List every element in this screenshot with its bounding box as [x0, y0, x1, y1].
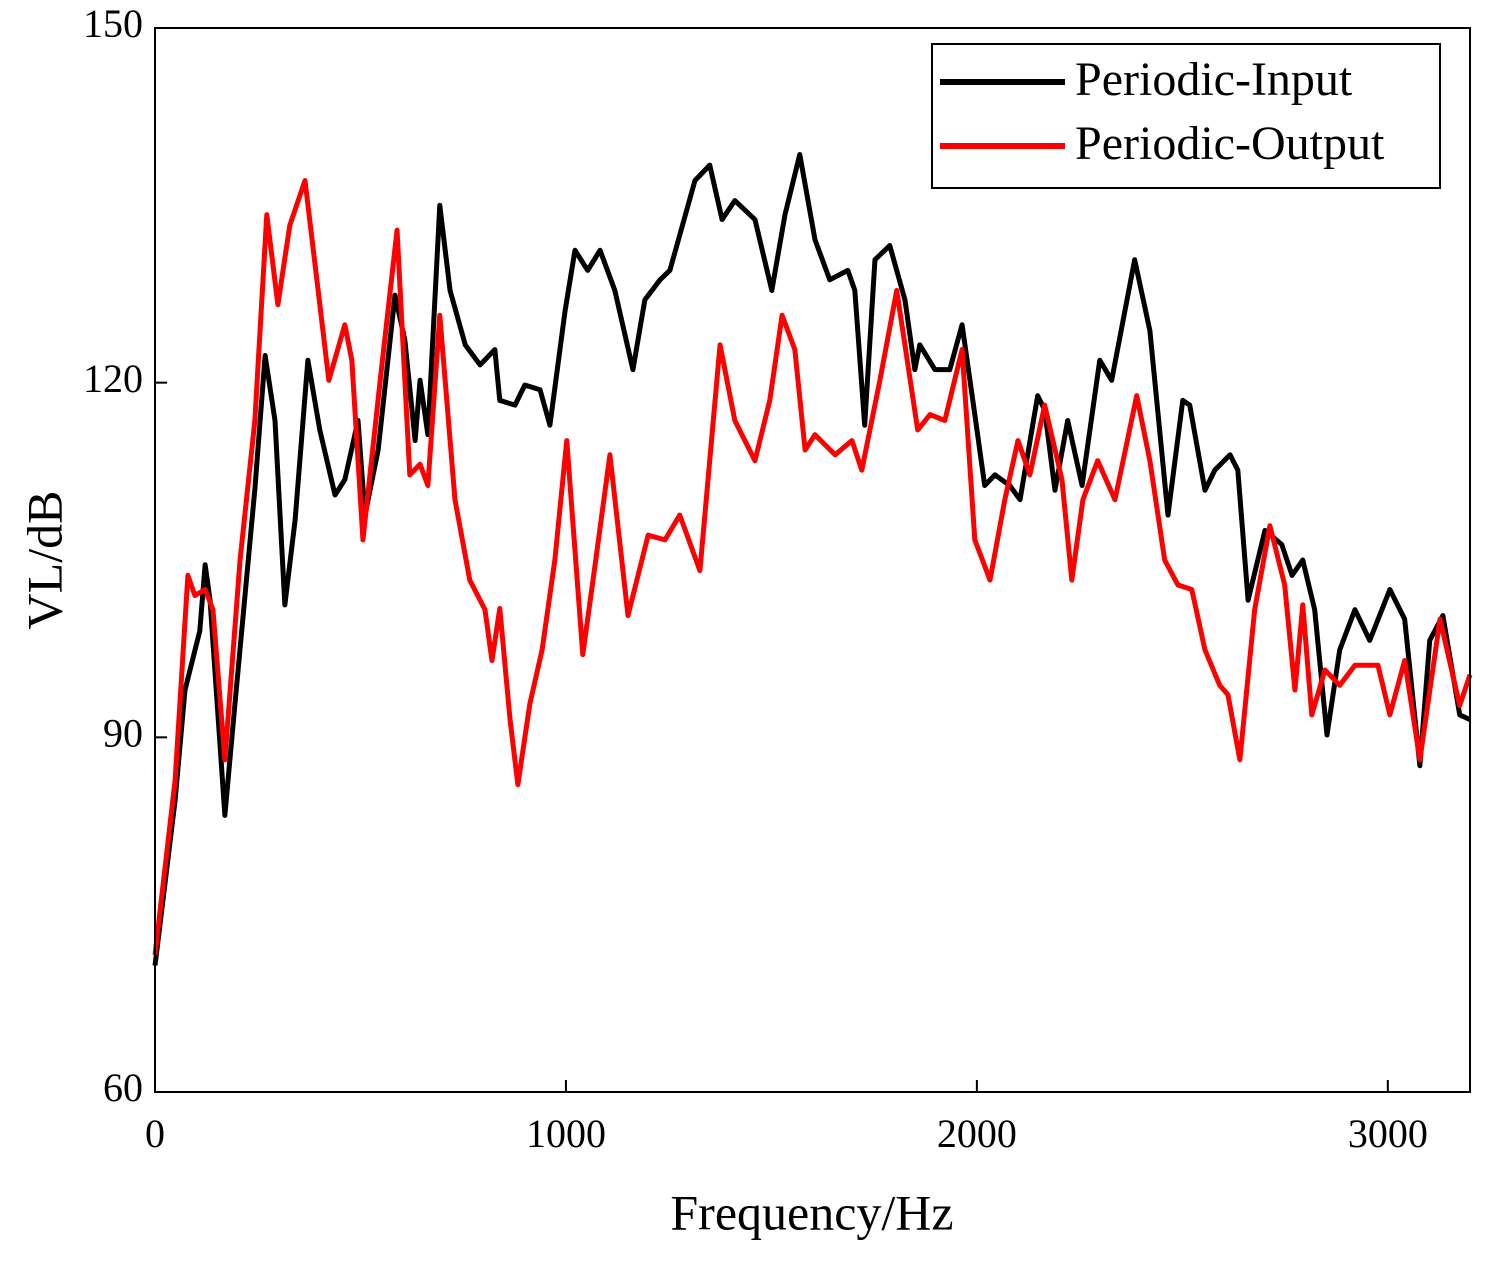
y-tick-label: 150 [83, 1, 143, 46]
x-tick-label: 1000 [526, 1111, 606, 1156]
x-axis-label: Frequency/Hz [670, 1184, 953, 1240]
series-line [152, 178, 1473, 956]
y-tick-label: 120 [83, 356, 143, 401]
x-tick-label: 0 [145, 1111, 165, 1156]
y-tick-label: 90 [103, 711, 143, 756]
legend-label: Periodic-Output [1075, 117, 1385, 170]
y-axis-label: VL/dB [16, 491, 72, 630]
x-tick-label: 2000 [937, 1111, 1017, 1156]
series-line [152, 151, 1472, 966]
plot-frame [154, 27, 1471, 1093]
legend-label: Periodic-Input [1075, 53, 1353, 106]
legend-box [931, 43, 1441, 189]
y-tick-label: 60 [103, 1065, 143, 1110]
x-tick-label: 3000 [1348, 1111, 1428, 1156]
